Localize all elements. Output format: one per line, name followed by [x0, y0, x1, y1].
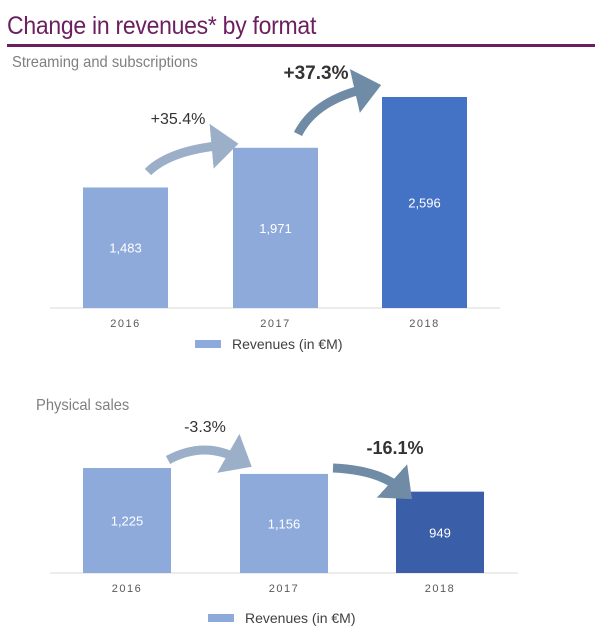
chart-title-streaming: Streaming and subscriptions [12, 54, 198, 71]
legend-label: Revenues (in €M) [245, 610, 356, 626]
x-tick-label: 2016 [110, 318, 140, 330]
data-label: 2,596 [408, 196, 441, 211]
x-tick-label: 2017 [260, 318, 290, 330]
page-title: Change in revenues* by format [7, 12, 317, 40]
change-label: +37.3% [284, 63, 349, 84]
bar-2017 [240, 473, 328, 573]
change-label: +35.4% [151, 111, 206, 128]
x-tick-label: 2016 [112, 583, 142, 595]
change-label: -16.1% [366, 438, 423, 458]
x-tick-label: 2018 [425, 583, 455, 595]
x-tick-label: 2018 [409, 318, 439, 330]
change-arrow-icon [332, 463, 412, 500]
title-underline [7, 44, 595, 47]
legend-swatch [208, 614, 234, 622]
x-tick-label: 2017 [269, 583, 299, 595]
change-arrow-icon [165, 433, 252, 473]
bar-2016 [83, 187, 168, 308]
bar-2016 [83, 468, 171, 573]
chart-title-physical: Physical sales [36, 397, 130, 414]
change-arrow-icon [144, 123, 239, 176]
bar-2017 [233, 147, 318, 308]
legend-label: Revenues (in €M) [232, 336, 343, 352]
data-label: 1,225 [111, 514, 144, 529]
data-label: 1,156 [268, 516, 301, 531]
data-label: 949 [429, 525, 451, 540]
change-label: -3.3% [184, 419, 226, 436]
change-arrow-icon [293, 69, 382, 137]
legend-swatch [195, 340, 221, 348]
bar-2018 [396, 491, 484, 573]
data-label: 1,971 [259, 221, 292, 236]
data-label: 1,483 [109, 241, 142, 256]
bar-2018 [382, 97, 467, 308]
